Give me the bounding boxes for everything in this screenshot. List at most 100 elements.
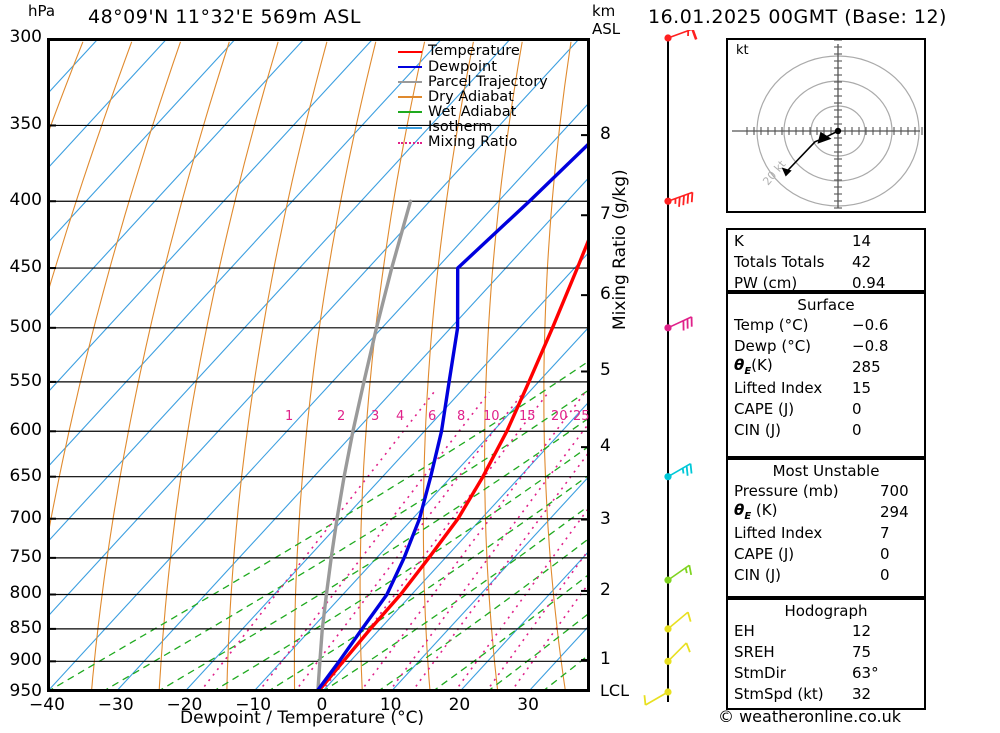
model-run-title: 16.01.2025 00GMT (Base: 12) <box>648 6 947 28</box>
panel-title: Surface <box>797 296 855 314</box>
row-key: Dewp (°C) <box>734 336 812 355</box>
temp-tick-20: 20 <box>448 695 471 715</box>
wet-adiabat-line <box>211 444 590 692</box>
legend-label: Mixing Ratio <box>428 134 518 151</box>
table-row: Dewp (°C) −0.8 <box>728 335 924 356</box>
hodograph-unit-label: kt <box>736 43 749 58</box>
row-value: 294 <box>880 502 909 521</box>
row-key: Temp (°C) <box>734 315 809 334</box>
dry-adiabat-line <box>47 41 182 544</box>
pressure-tick-500: 500 <box>9 316 42 337</box>
row-value: 15 <box>852 378 872 397</box>
dry-adiabat-line <box>293 41 377 692</box>
legend-item-wet-adiabat: Wet Adiabat <box>398 105 588 120</box>
table-row: CIN (J) 0 <box>728 419 924 440</box>
table-row: SREH 75 <box>728 641 924 662</box>
table-row: PW (cm) 0.94 <box>728 272 924 293</box>
table-row: Lifted Index 15 <box>728 377 924 398</box>
mixing-ratio-line <box>453 505 590 692</box>
legend-label: Temperature <box>428 43 520 60</box>
surface-panel: Surface Temp (°C) −0.6 Dewp (°C) −0.8 θE(K) 28… <box>726 292 926 458</box>
mixing-ratio-line <box>257 391 490 692</box>
dry-adiabat-line <box>47 41 133 298</box>
table-row: EH 12 <box>728 620 924 641</box>
pressure-tick-850: 850 <box>9 617 42 638</box>
wind-barb <box>664 30 698 42</box>
hodograph-panel: kt 20 kt <box>726 38 930 223</box>
panel-title: Hodograph <box>784 602 868 620</box>
indices-panel: K 14 Totals Totals 42 PW (cm) 0.94 <box>726 228 926 292</box>
table-row: CIN (J) 0 <box>728 564 924 585</box>
mixing-ratio-label-6: 6 <box>428 409 437 424</box>
wind-barb-column <box>643 30 698 706</box>
legend-item-isotherm: Isotherm <box>398 120 588 135</box>
temp-tick-0: 0 <box>316 695 328 715</box>
wind-barb <box>643 688 672 706</box>
table-row: Totals Totals 42 <box>728 251 924 272</box>
dry-adiabat-line <box>359 41 426 692</box>
temp-tick--20: −20 <box>166 695 203 715</box>
height-tick-8km: 8 <box>600 124 611 145</box>
mixing-ratio-line <box>388 420 590 692</box>
wet-adiabat-line <box>156 416 590 692</box>
pressure-unit-label: hPa <box>28 2 56 20</box>
row-key: CAPE (J) <box>734 544 795 563</box>
mixing-ratio-label-3: 3 <box>371 409 380 424</box>
wet-adiabat-line <box>47 359 590 692</box>
height-tick-7km: 7 <box>600 204 611 225</box>
hodograph-end-marker <box>781 167 792 177</box>
row-key: θE (K) <box>734 501 778 522</box>
isotherm-line <box>47 38 237 245</box>
table-row: CAPE (J) 0 <box>728 398 924 419</box>
wind-barb <box>664 191 694 207</box>
legend-swatch <box>398 141 422 144</box>
temp-tick--10: −10 <box>235 695 272 715</box>
pressure-tick-800: 800 <box>9 583 42 604</box>
row-value: −0.6 <box>852 315 889 334</box>
legend-item-temperature: Temperature <box>398 44 588 59</box>
pressure-tick-400: 400 <box>9 190 42 211</box>
wind-barb <box>664 564 693 584</box>
legend-swatch <box>398 80 422 83</box>
table-row: θE (K) 294 <box>728 501 924 522</box>
pressure-tick-650: 650 <box>9 465 42 486</box>
height-tick-2km: 2 <box>600 579 611 600</box>
x-axis-title: Dewpoint / Temperature (°C) <box>180 708 425 728</box>
table-row: θE(K) 285 <box>728 356 924 377</box>
legend-label: Dewpoint <box>428 58 497 75</box>
pressure-tick-900: 900 <box>9 650 42 671</box>
temp-tick-30: 30 <box>517 695 539 715</box>
row-key: PW (cm) <box>734 273 798 292</box>
skewt-plot-svg <box>47 38 590 692</box>
mixing-ratio-label-4: 4 <box>396 409 405 424</box>
table-row: Lifted Index 7 <box>728 522 924 543</box>
pressure-tick-600: 600 <box>9 420 42 441</box>
pressure-tick-350: 350 <box>9 114 42 135</box>
row-value: 0 <box>852 399 862 418</box>
wet-adiabat-line <box>321 504 590 692</box>
pressure-tick-750: 750 <box>9 546 42 567</box>
row-value: 700 <box>880 481 909 500</box>
mixing-ratio-line <box>199 391 435 692</box>
row-value: 0 <box>880 565 890 584</box>
row-key: CAPE (J) <box>734 399 795 418</box>
mixing-ratio-label-20: 20 <box>551 409 568 424</box>
mixing-ratio-line <box>510 580 590 692</box>
pressure-tick-550: 550 <box>9 370 42 391</box>
legend-swatch <box>398 126 422 129</box>
mixing-ratio-axis-title: Mixing Ratio (g/kg) <box>610 169 630 330</box>
pressure-tick-300: 300 <box>9 27 42 47</box>
height-asl-label: ASL <box>592 20 621 38</box>
mixing-ratio-label-25: 25 <box>573 409 590 424</box>
isotherm-line <box>184 250 590 692</box>
table-row: CAPE (J) 0 <box>728 543 924 564</box>
mixing-ratio-label-1: 1 <box>285 409 294 424</box>
table-row: K 14 <box>728 230 924 251</box>
legend-label: Wet Adiabat <box>428 104 517 121</box>
row-value: 75 <box>852 642 872 661</box>
parcel-trajectory-trace <box>316 199 413 692</box>
height-tick-4km: 4 <box>600 436 611 457</box>
legend-item-dewpoint: Dewpoint <box>398 59 588 74</box>
dewpoint-trace <box>314 135 590 692</box>
row-value: 0 <box>852 420 862 439</box>
